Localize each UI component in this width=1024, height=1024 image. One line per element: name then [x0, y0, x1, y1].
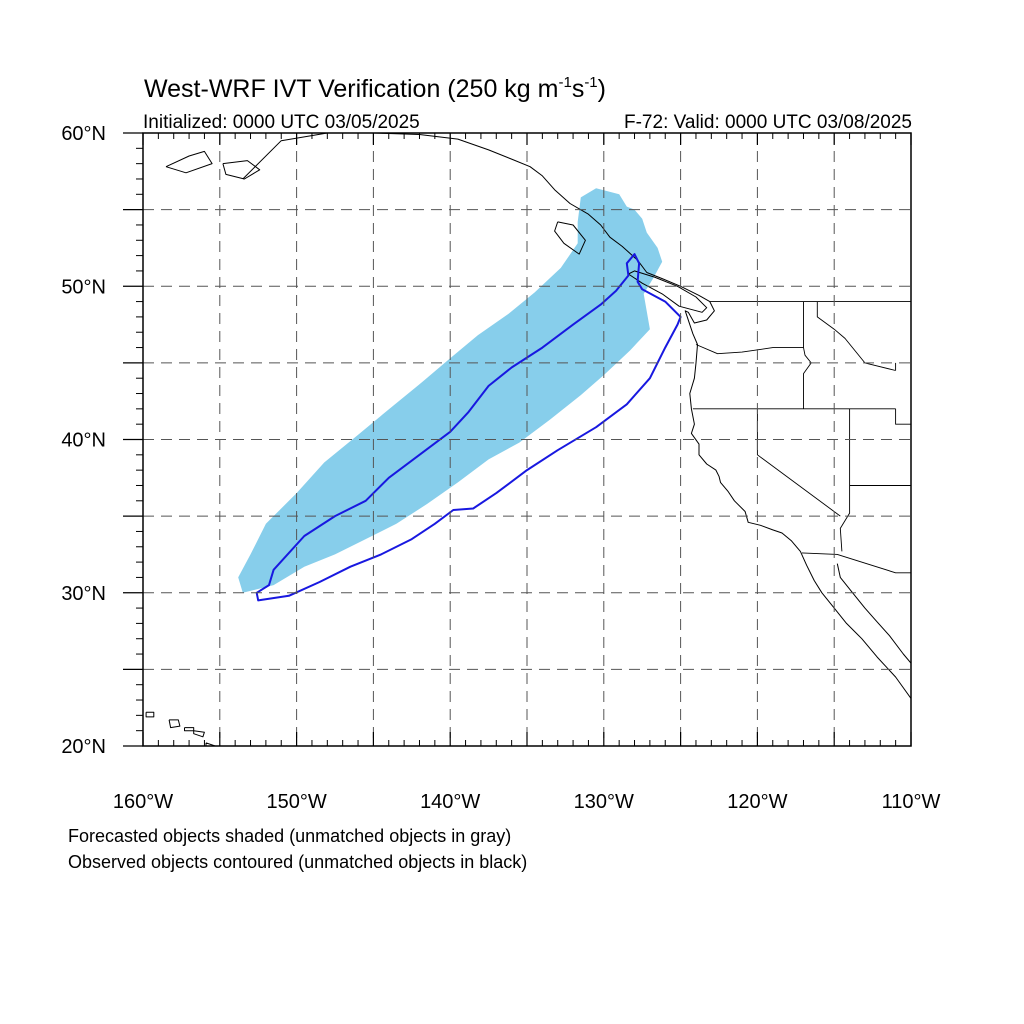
longitude-tick-label: 140°W	[420, 791, 480, 813]
map-frame	[123, 132, 912, 747]
political-border	[839, 408, 851, 552]
political-border	[695, 344, 804, 355]
hawaii-island	[193, 730, 205, 738]
latitude-tick-label: 40°N	[61, 430, 106, 452]
graticule	[143, 133, 911, 746]
vancouver-island	[628, 270, 708, 313]
map-title: West-WRF IVT Verification (250 kg m-1s-1…	[144, 74, 606, 103]
latitude-tick-label: 60°N	[61, 123, 106, 145]
alaska-island	[222, 160, 261, 180]
political-border	[756, 408, 841, 517]
latitude-tick-label: 50°N	[61, 276, 106, 298]
observed-legend-note: Observed objects contoured (unmatched ob…	[68, 852, 528, 872]
plot-area	[145, 133, 911, 746]
alaska-island	[165, 150, 213, 174]
coastline	[242, 133, 911, 699]
longitude-tick-label: 160°W	[113, 791, 173, 813]
latitude-tick-label: 30°N	[61, 583, 106, 605]
hawaii-island	[184, 727, 195, 732]
political-border	[801, 552, 911, 574]
initialized-time: Initialized: 0000 UTC 03/05/2025	[143, 112, 420, 133]
political-border	[803, 301, 812, 409]
hawaii-island	[168, 719, 181, 729]
haida-gwaii	[554, 221, 586, 255]
longitude-tick-label: 130°W	[574, 791, 634, 813]
longitude-tick-label: 150°W	[266, 791, 326, 813]
hawaii-island	[205, 742, 217, 746]
longitude-tick-label: 120°W	[727, 791, 787, 813]
political-border	[895, 408, 911, 425]
axis-labels: 160°W 150°W 140°W 130°W 120°W 110°W 20°N 30°N 40…	[61, 123, 940, 813]
longitude-tick-label: 110°W	[882, 791, 941, 813]
latitude-tick-label: 20°N	[61, 736, 106, 758]
valid-time: F-72: Valid: 0000 UTC 03/08/2025	[624, 112, 912, 133]
hawaii-island	[145, 711, 155, 718]
political-border	[816, 301, 896, 371]
forecast-legend-note: Forecasted objects shaded (unmatched obj…	[68, 826, 512, 846]
gulf-of-california-coast	[836, 563, 911, 664]
